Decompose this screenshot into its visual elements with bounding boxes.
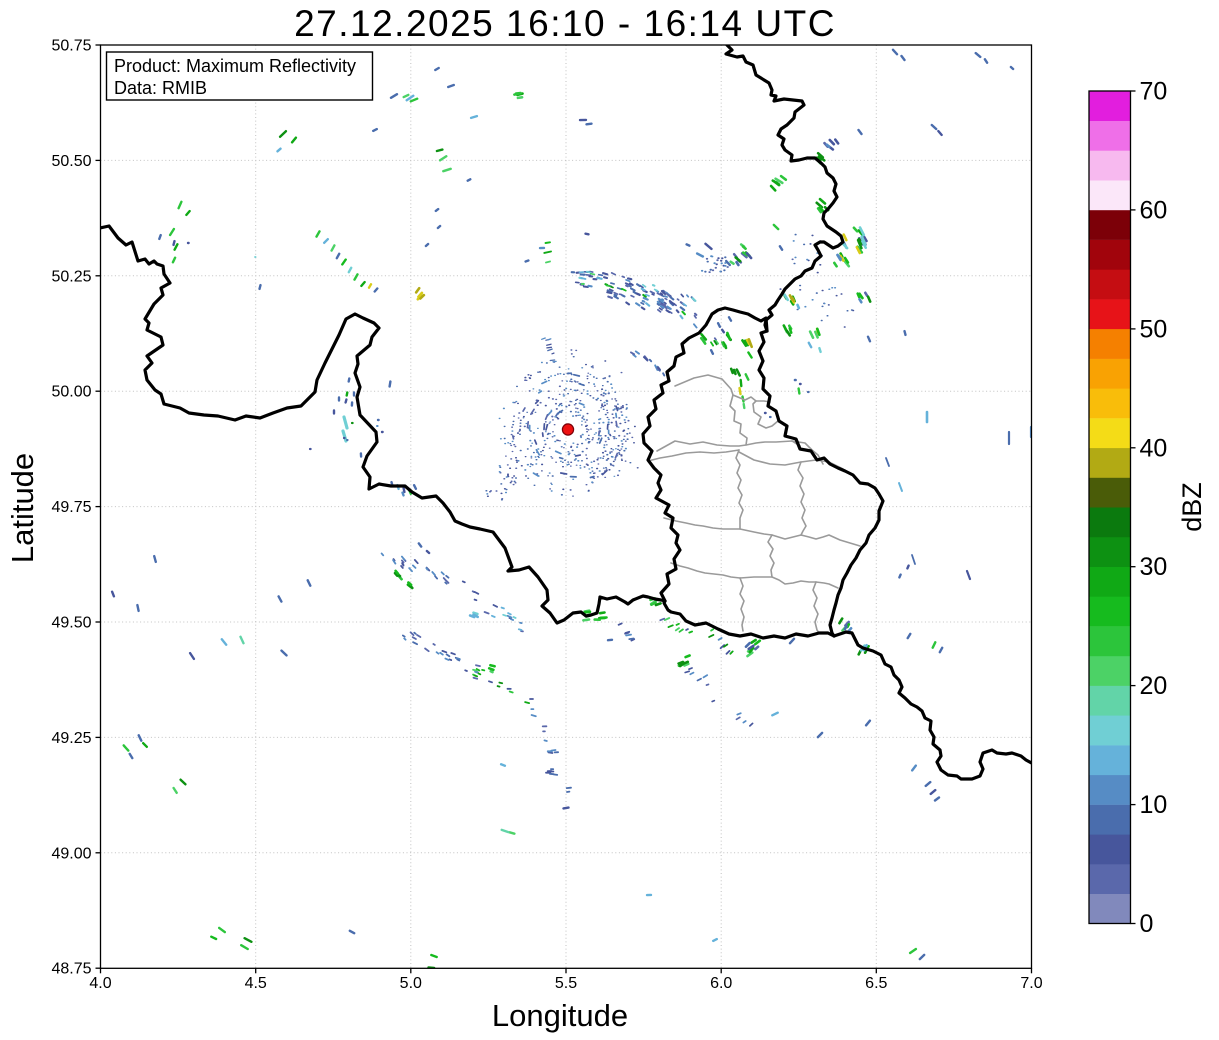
svg-text:50: 50 [1140, 315, 1168, 343]
svg-text:40: 40 [1140, 434, 1168, 462]
svg-text:30: 30 [1140, 553, 1168, 581]
svg-text:dBZ: dBZ [1177, 482, 1207, 532]
svg-text:Longitude: Longitude [492, 998, 628, 1033]
svg-text:Product: Maximum Reflectivity: Product: Maximum Reflectivity [114, 56, 356, 76]
svg-text:70: 70 [1140, 78, 1168, 106]
svg-text:48.75: 48.75 [51, 961, 91, 978]
svg-text:49.25: 49.25 [51, 730, 91, 747]
svg-text:6.0: 6.0 [710, 975, 732, 992]
svg-text:5.5: 5.5 [555, 975, 577, 992]
svg-text:27.12.2025 16:10 - 16:14 UTC: 27.12.2025 16:10 - 16:14 UTC [294, 3, 836, 44]
svg-text:4.0: 4.0 [89, 975, 111, 992]
svg-text:7.0: 7.0 [1020, 975, 1042, 992]
svg-text:49.00: 49.00 [51, 845, 91, 862]
svg-text:50.75: 50.75 [51, 38, 91, 55]
svg-text:10: 10 [1140, 791, 1168, 819]
svg-text:6.5: 6.5 [865, 975, 887, 992]
svg-text:0: 0 [1140, 910, 1154, 938]
svg-text:50.50: 50.50 [51, 153, 91, 170]
svg-text:49.50: 49.50 [51, 615, 91, 632]
svg-text:Data: RMIB: Data: RMIB [114, 78, 207, 98]
svg-text:50.00: 50.00 [51, 384, 91, 401]
svg-text:60: 60 [1140, 196, 1168, 224]
svg-text:Latitude: Latitude [5, 453, 40, 563]
svg-text:20: 20 [1140, 672, 1168, 700]
svg-text:5.0: 5.0 [400, 975, 422, 992]
svg-text:4.5: 4.5 [245, 975, 267, 992]
svg-text:50.25: 50.25 [51, 268, 91, 285]
svg-text:49.75: 49.75 [51, 499, 91, 516]
